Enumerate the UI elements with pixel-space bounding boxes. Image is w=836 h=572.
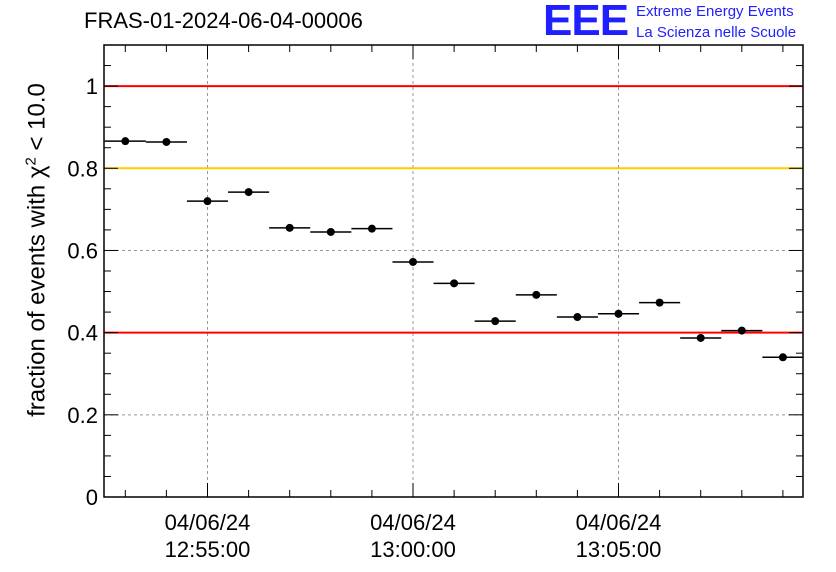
chart-title: FRAS-01-2024-06-04-00006 <box>84 8 363 33</box>
logo-line-1: Extreme Energy Events <box>636 3 794 20</box>
x-tick-label-time: 13:00:00 <box>370 537 456 562</box>
y-axis-label-sup: 2 <box>22 157 40 166</box>
x-tick-label-date: 04/06/24 <box>370 510 456 535</box>
data-point <box>285 223 294 232</box>
reference-lines <box>104 85 803 334</box>
y-tick-label: 0 <box>86 485 98 510</box>
y-tick-label: 0.8 <box>67 156 98 181</box>
data-point <box>450 279 459 288</box>
data-point <box>244 188 253 197</box>
y-axis-label: fraction of events with χ2 < 10.0 <box>23 83 52 417</box>
data-point <box>778 353 787 362</box>
data-point <box>696 333 705 342</box>
data-point <box>121 137 130 146</box>
data-point <box>532 290 541 299</box>
y-tick-label: 0.4 <box>67 321 98 346</box>
y-axis-label-pre: fraction of events with <box>23 178 51 417</box>
y-tick-labels: 0 0.2 0.4 0.6 0.8 1 <box>67 74 98 510</box>
y-axis-label-post: < 10.0 <box>23 83 51 158</box>
x-tick-label-date: 04/06/24 <box>165 510 251 535</box>
data-point <box>614 309 623 318</box>
plot-frame <box>103 44 804 498</box>
x-tick-label-time: 12:55:00 <box>165 537 251 562</box>
x-tick-labels: 04/06/2412:55:0004/06/2413:00:0004/06/24… <box>165 510 662 562</box>
data-point <box>491 317 500 326</box>
x-tick-label-time: 13:05:00 <box>576 537 662 562</box>
eee-logo-mark: EEE <box>543 0 629 45</box>
data-point <box>409 257 417 266</box>
data-points <box>104 137 803 362</box>
axis-ticks <box>104 44 803 498</box>
eee-logo: EEE Extreme Energy Events La Scienza nel… <box>543 0 833 46</box>
y-tick-label: 0.2 <box>67 403 98 428</box>
data-point <box>162 137 171 146</box>
x-tick-label-date: 04/06/24 <box>576 510 662 535</box>
data-point <box>203 197 212 206</box>
y-axis-label-sym: χ <box>23 165 51 179</box>
y-tick-label: 0.6 <box>67 238 98 263</box>
data-point <box>573 313 582 322</box>
data-point <box>367 224 376 233</box>
data-point <box>737 326 746 335</box>
logo-line-2: La Scienza nelle Scuole <box>636 24 797 41</box>
data-point <box>655 298 664 307</box>
data-point <box>326 227 335 236</box>
grid-lines <box>104 45 803 497</box>
y-tick-label: 1 <box>86 74 98 99</box>
